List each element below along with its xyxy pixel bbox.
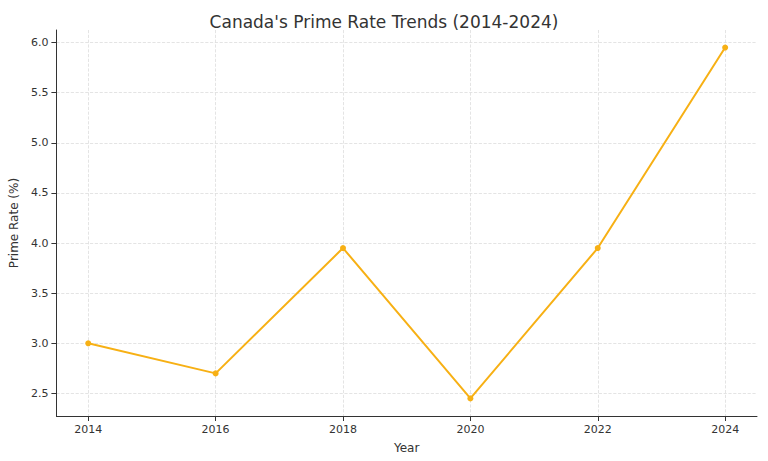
svg-text:2016: 2016 (202, 423, 230, 436)
svg-text:5.0: 5.0 (31, 136, 49, 149)
svg-text:6.0: 6.0 (31, 36, 49, 49)
svg-text:2022: 2022 (584, 423, 612, 436)
svg-text:4.0: 4.0 (31, 237, 49, 250)
svg-text:2.5: 2.5 (31, 387, 49, 400)
svg-text:2024: 2024 (711, 423, 739, 436)
svg-text:5.5: 5.5 (31, 86, 49, 99)
svg-text:Prime Rate (%): Prime Rate (%) (7, 178, 21, 268)
svg-text:2020: 2020 (456, 423, 484, 436)
svg-text:4.5: 4.5 (31, 186, 49, 199)
svg-text:3.5: 3.5 (31, 287, 49, 300)
svg-text:Canada's Prime Rate Trends (20: Canada's Prime Rate Trends (2014-2024) (210, 12, 559, 32)
svg-text:3.0: 3.0 (31, 337, 49, 350)
svg-text:2014: 2014 (74, 423, 102, 436)
svg-text:Year: Year (393, 441, 419, 455)
svg-text:2018: 2018 (329, 423, 357, 436)
